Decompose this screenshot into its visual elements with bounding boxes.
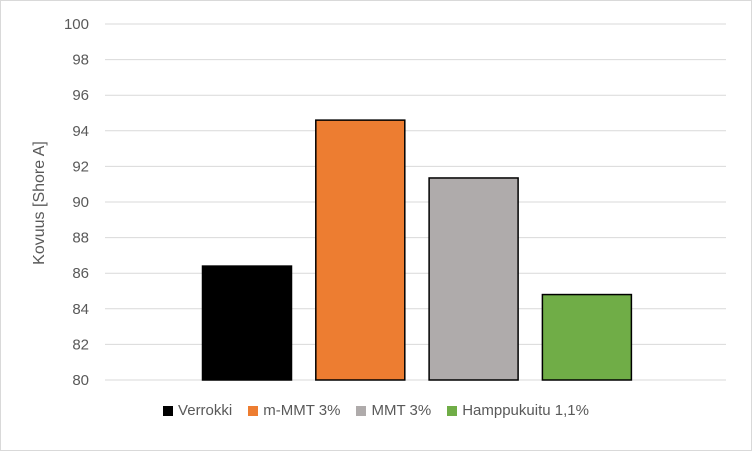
y-axis-ticks: 80 82 84 86 88 90 92 94 96 98 100 bbox=[64, 16, 89, 389]
bar-4 bbox=[541, 293, 633, 381]
legend-item: Hamppukuitu 1,1% bbox=[447, 402, 589, 419]
y-tick-label: 92 bbox=[72, 158, 89, 175]
y-tick-label: 98 bbox=[72, 52, 89, 69]
y-tick-label: 90 bbox=[72, 194, 89, 211]
bar-3 bbox=[428, 177, 519, 381]
legend-label: MMT 3% bbox=[371, 402, 432, 419]
gridlines bbox=[105, 23, 726, 381]
legend-swatch bbox=[447, 405, 458, 416]
y-tick-label: 94 bbox=[72, 123, 89, 140]
legend: Verrokki m-MMT 3% MMT 3% Hamppukuitu 1,1% bbox=[0, 402, 752, 419]
bars bbox=[201, 119, 633, 381]
bar-2 bbox=[315, 119, 406, 381]
bar-1 bbox=[201, 265, 293, 381]
legend-swatch bbox=[163, 405, 174, 416]
y-tick-label: 88 bbox=[72, 230, 89, 247]
y-tick-label: 86 bbox=[72, 265, 89, 282]
legend-label: Verrokki bbox=[178, 402, 233, 419]
legend-swatch bbox=[248, 405, 259, 416]
y-tick-label: 96 bbox=[72, 87, 89, 104]
y-tick-label: 82 bbox=[72, 336, 89, 353]
y-tick-label: 84 bbox=[72, 301, 89, 318]
legend-swatch bbox=[356, 405, 367, 416]
legend-item: Verrokki bbox=[163, 402, 232, 419]
legend-item: MMT 3% bbox=[356, 402, 431, 419]
legend-item: m-MMT 3% bbox=[248, 402, 340, 419]
y-tick-label: 100 bbox=[64, 16, 89, 33]
legend-label: Hamppukuitu 1,1% bbox=[462, 402, 589, 419]
y-tick-label: 80 bbox=[72, 372, 89, 389]
legend-label: m-MMT 3% bbox=[263, 402, 341, 419]
y-axis-title: Kovuus [Shore A] bbox=[31, 141, 48, 265]
